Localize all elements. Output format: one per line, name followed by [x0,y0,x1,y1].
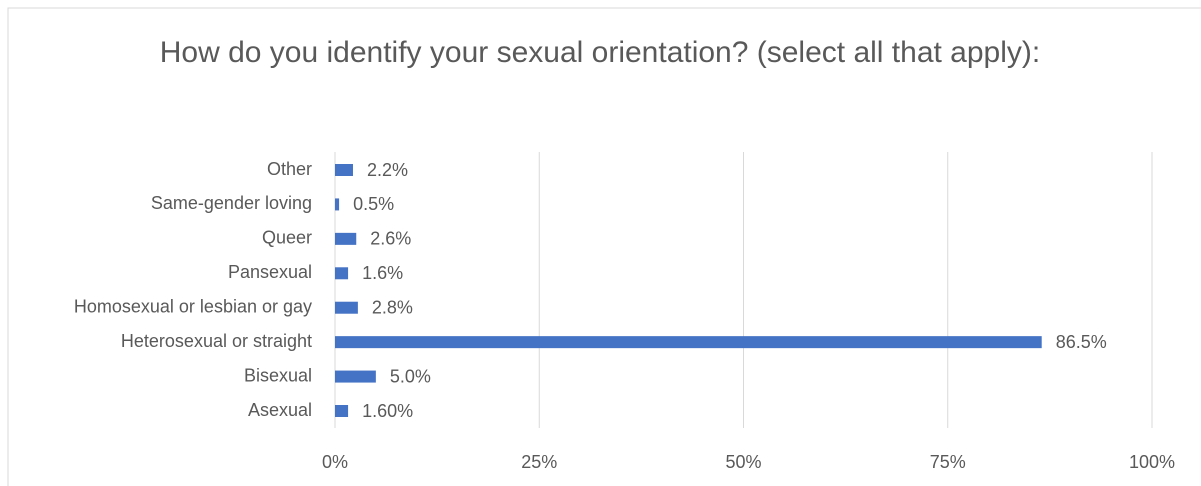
y-tick-label: Heterosexual or straight [121,331,312,351]
bar [335,267,349,280]
data-label: 1.6% [362,263,403,283]
chart-border [7,7,1201,486]
y-tick-label: Homosexual or lesbian or gay [74,296,312,316]
x-tick-label: 0% [322,452,348,472]
y-tick-label: Pansexual [228,262,312,282]
data-label: 2.6% [370,229,411,249]
bar [335,301,358,314]
x-tick-label: 50% [725,452,761,472]
bar [335,336,1042,349]
y-tick-label: Bisexual [244,365,312,385]
bar [335,164,353,176]
data-label: 5.0% [390,366,431,386]
y-tick-label: Asexual [248,400,312,420]
data-label: 86.5% [1056,332,1107,352]
bar [335,405,349,417]
bar [335,370,376,383]
x-tick-label: 25% [521,452,557,472]
chart-title: How do you identify your sexual orientat… [159,36,1041,69]
data-label: 2.8% [372,297,413,317]
bar [335,232,357,245]
bar [335,198,340,211]
data-label: 0.5% [353,194,394,214]
data-label: 1.60% [362,401,413,421]
y-tick-label: Queer [262,228,312,248]
y-tick-label: Other [267,159,312,179]
x-tick-label: 100% [1129,452,1175,472]
x-tick-label: 75% [930,452,966,472]
data-label: 2.2% [367,160,408,180]
y-tick-label: Same-gender loving [151,193,312,213]
